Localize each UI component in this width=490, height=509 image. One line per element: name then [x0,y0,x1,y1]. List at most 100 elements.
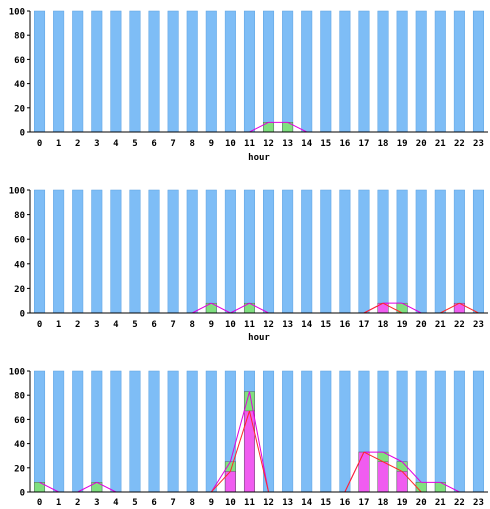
background-bar [415,189,427,314]
x-tick-label: 6 [151,139,156,149]
x-tick-label: 8 [189,139,194,149]
series-1-line [229,391,250,462]
y-tick-label: 20 [14,104,25,114]
x-tick-label: 14 [301,320,312,330]
x-tick-label: 10 [225,320,236,330]
background-bar [377,10,389,133]
x-tick-label: 21 [435,320,446,330]
y-tick-label: 60 [14,56,25,66]
x-tick-label: 4 [113,498,119,508]
background-bar [110,189,122,314]
background-bar [186,189,198,314]
x-tick-label: 12 [263,498,274,508]
x-tick-label: 17 [359,139,370,149]
x-tick-label: 0 [37,320,42,330]
background-bar [167,370,179,493]
x-tick-label: 16 [339,498,350,508]
background-bar [186,10,198,133]
x-tick-label: 6 [151,498,156,508]
y-tick-label: 60 [14,416,25,426]
x-tick-label: 1 [56,320,61,330]
background-bar [72,189,84,314]
background-bar [434,189,446,314]
background-bar [53,370,65,493]
y-tick-label: 60 [14,236,25,246]
y-tick-label: 40 [14,260,25,270]
background-bar [358,10,370,133]
background-bar [472,10,484,133]
background-bar [358,189,370,314]
background-bar [339,370,351,493]
x-tick-label: 13 [282,498,293,508]
x-tick-label: 20 [416,320,427,330]
x-tick-label: 22 [454,320,465,330]
x-tick-label: 4 [113,320,119,330]
background-bar [91,10,103,133]
background-bar [91,189,103,314]
x-tick-label: 22 [454,139,465,149]
background-bar [91,370,103,493]
series-1-line [440,481,460,493]
y-tick-label: 100 [9,368,25,378]
x-tick-label: 4 [113,139,119,149]
background-bar [110,10,122,133]
background-bar [167,189,179,314]
y-tick-label: 20 [14,464,25,474]
x-tick-label: 2 [75,320,80,330]
series-2-line [363,451,384,463]
x-tick-label: 9 [209,320,214,330]
series-2-line [382,461,403,472]
background-bar [34,10,46,133]
x-tick-label: 11 [244,498,255,508]
background-bar [434,10,446,133]
y-tick-label: 20 [14,285,25,295]
background-bar [34,370,46,493]
background-bar [282,189,294,314]
x-tick-label: 18 [378,320,389,330]
y-tick-label: 40 [14,440,25,450]
background-bar [301,370,313,493]
x-tick-label: 17 [359,320,370,330]
background-bar [224,10,236,133]
series-2-line [440,302,460,314]
background-bar [148,189,160,314]
x-tick-label: 20 [416,498,427,508]
series-1-line [382,451,403,463]
series-2-bar [358,451,370,493]
x-tick-label: 19 [397,320,408,330]
y-tick-label: 100 [9,8,25,18]
background-bar [129,189,141,314]
x-tick-label: 13 [282,139,293,149]
x-tick-label: 5 [132,498,137,508]
series-1-line [211,302,231,314]
y-tick-label: 80 [14,392,25,402]
x-tick-label: 22 [454,498,465,508]
x-tick-label: 7 [170,139,175,149]
x-tick-label: 12 [263,320,274,330]
background-bar [72,10,84,133]
series-1-line [249,302,269,314]
series-1-bar [415,482,427,493]
x-axis-label: hour [248,333,270,343]
background-bar [415,370,427,493]
x-tick-label: 8 [189,498,194,508]
series-2-line [344,451,365,493]
background-bar [453,189,465,314]
series-1-line [210,461,231,493]
x-tick-label: 0 [37,139,42,149]
y-tick-label: 100 [9,187,25,197]
background-bar [243,10,255,133]
x-tick-label: 6 [151,320,156,330]
x-tick-label: 12 [263,139,274,149]
background-bar [301,10,313,133]
background-bar [129,370,141,493]
series-2-line [229,410,250,472]
y-tick-label: 80 [14,211,25,221]
background-bar [301,189,313,314]
x-tick-label: 20 [416,139,427,149]
background-bar [339,10,351,133]
background-bar [205,10,217,133]
